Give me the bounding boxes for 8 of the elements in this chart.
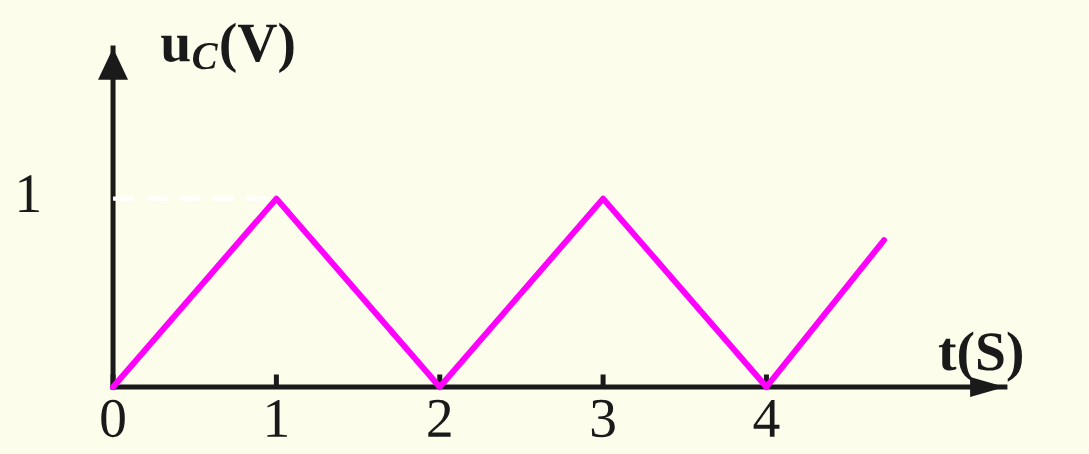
x-axis-title: t(S) (938, 331, 1022, 382)
x-tick-label: 1 (267, 399, 287, 437)
y-axis-title: u$_{C}$(V) (161, 22, 294, 74)
x-tick-label: 4 (753, 400, 780, 437)
x-tick-label: 2 (428, 399, 451, 437)
x-tick-label: 0 (101, 399, 125, 438)
x-tick-label: 3 (591, 399, 615, 438)
ref-line-label: 1 (19, 175, 39, 213)
